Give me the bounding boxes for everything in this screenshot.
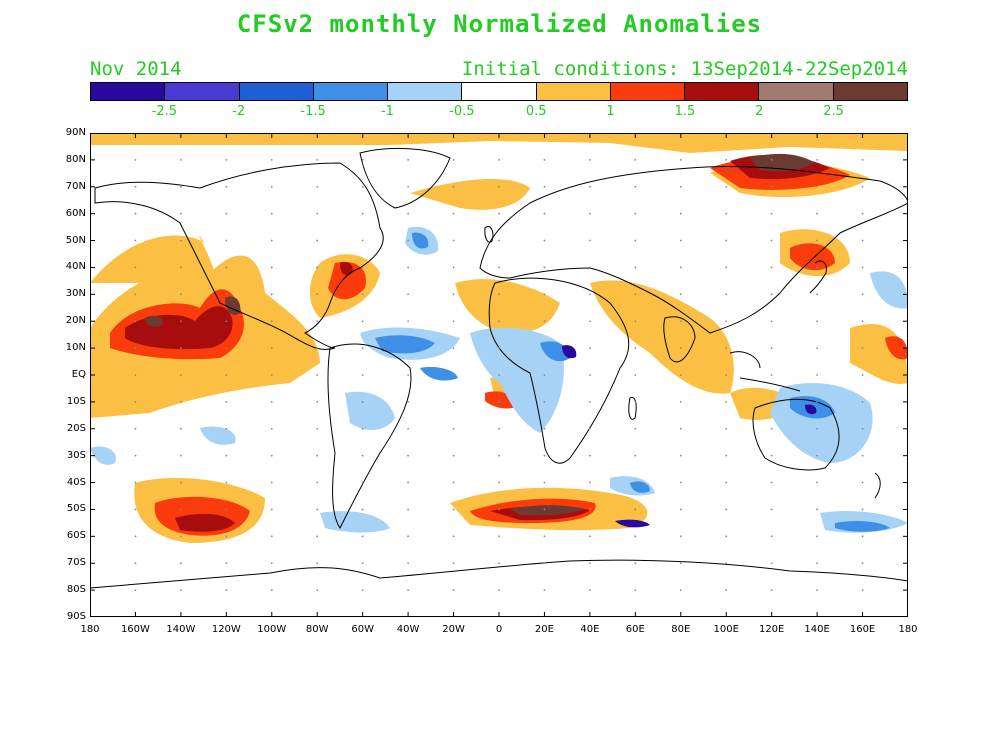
latitude-tick-label: 30N — [65, 288, 86, 300]
longitude-tick-label: 180 — [80, 624, 100, 635]
latitude-tick-label: 50N — [65, 234, 86, 246]
colorbar-tick-label: 2 — [755, 104, 764, 119]
colorbar-tick-label: -1 — [380, 104, 394, 119]
longitude-tick-label: 180 — [898, 624, 918, 635]
latitude-tick-label: 80S — [66, 584, 86, 596]
colorbar-swatch — [313, 83, 389, 100]
longitude-tick-label: 60E — [625, 624, 645, 635]
latitude-tick-label: 90S — [66, 611, 86, 622]
latitude-tick-label: 70S — [66, 557, 86, 569]
latitude-tick-label: 90N — [65, 127, 86, 138]
coastlines — [90, 147, 908, 589]
colorbar-tick-label: 2.5 — [823, 104, 844, 119]
latitude-tick-label: EQ — [71, 369, 86, 380]
colorbar-tick-label: -2.5 — [151, 104, 178, 119]
latitude-tick-label: 80N — [65, 153, 86, 165]
longitude-tick-label: 40E — [580, 624, 600, 635]
colorbar-swatch — [759, 83, 834, 100]
latitude-tick-label: 70N — [65, 180, 86, 192]
graticule — [90, 133, 908, 617]
longitude-tick-label: 80W — [305, 624, 329, 635]
colorbar-swatch — [610, 83, 686, 100]
longitude-tick-label: 80E — [671, 624, 691, 635]
longitude-tick-label: 160E — [849, 624, 876, 635]
latitude-tick-label: 10N — [65, 342, 86, 354]
chart-title: CFSv2 monthly Normalized Anomalies — [236, 10, 763, 38]
longitude-tick-label: 40W — [396, 624, 420, 635]
colorbar-swatch — [833, 83, 907, 100]
colorbar — [90, 82, 908, 101]
longitude-tick-label: 120E — [758, 624, 785, 635]
colorbar-swatch — [165, 83, 240, 100]
longitude-tick-label: 20E — [534, 624, 554, 635]
longitude-tick-label: 120W — [211, 624, 241, 635]
latitude-tick-label: 20S — [66, 422, 86, 434]
latitude-tick-label: 60N — [65, 207, 86, 219]
latitude-tick-label: 20N — [65, 315, 86, 327]
initial-conditions: Initial conditions: 13Sep2014-22Sep2014 — [461, 58, 908, 80]
longitude-tick-label: 160W — [120, 624, 150, 635]
longitude-tick-label: 140E — [804, 624, 830, 635]
latitude-tick-label: 40N — [65, 261, 86, 273]
colorbar-swatch — [462, 83, 537, 100]
colorbar-swatch — [536, 83, 611, 100]
forecast-month: Nov 2014 — [90, 58, 182, 80]
colorbar-tick-label: 1.5 — [674, 104, 696, 119]
longitude-tick-label: 20W — [442, 624, 465, 635]
longitude-tick-label: 0 — [495, 624, 503, 635]
longitude-tick-label: 100W — [257, 624, 287, 635]
colorbar-tick-label: -2 — [232, 104, 246, 119]
latitude-tick-label: 60S — [66, 530, 86, 542]
latitude-tick-label: 30S — [66, 449, 86, 461]
colorbar-tick-label: 0.5 — [525, 104, 547, 119]
longitude-tick-label: 60W — [351, 624, 374, 635]
latitude-tick-label: 50S — [66, 503, 86, 515]
extreme-warm-anomaly-regions — [145, 153, 815, 516]
colorbar-tick-label: -1.5 — [300, 104, 326, 119]
colorbar-swatch — [685, 83, 760, 100]
colorbar-swatch — [91, 83, 166, 100]
colorbar-tick-label: -0.5 — [449, 104, 475, 119]
colorbar-swatch — [388, 83, 463, 100]
latitude-tick-label: 10S — [66, 395, 86, 407]
colorbar-tick-label: 1 — [606, 104, 615, 119]
colorbar-swatch — [239, 83, 314, 100]
longitude-tick-label: 140W — [166, 624, 196, 635]
extreme-cold-anomaly-regions — [562, 345, 817, 528]
anomaly-map — [90, 133, 908, 617]
latitude-tick-label: 40S — [66, 476, 86, 488]
longitude-tick-label: 100E — [713, 624, 739, 635]
